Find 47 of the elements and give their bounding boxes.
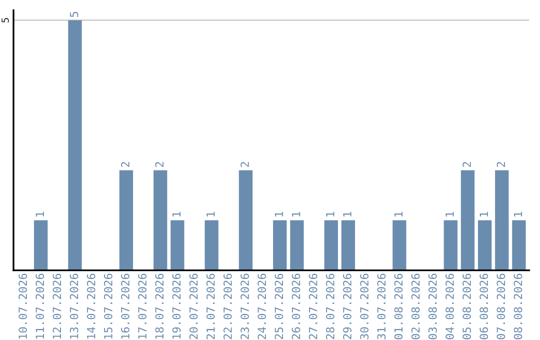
x-tick-label: 12.07.2026 xyxy=(52,274,62,339)
x-tick-label: 28.07.2026 xyxy=(326,274,334,340)
x-tick-label: 04.08.2026 xyxy=(446,274,454,340)
data-label: 1 xyxy=(172,212,181,216)
x-tick-label: 16.07.2026 xyxy=(121,274,130,339)
x-tick-label: 05.08.2026 xyxy=(462,274,471,340)
data-label: 1 xyxy=(274,212,283,216)
data-label: 1 xyxy=(292,212,300,216)
x-tick-label: 02.08.2026 xyxy=(411,274,420,340)
data-label: 1 xyxy=(36,212,44,216)
x-tick-label: 19.07.2026 xyxy=(172,274,181,339)
x-tick-label: 13.07.2026 xyxy=(70,274,78,339)
x-tick-label: 17.07.2026 xyxy=(138,274,147,339)
x-tick-label: 15.07.2026 xyxy=(104,274,112,339)
x-tick-label: 25.07.2026 xyxy=(274,274,284,340)
x-tick-label: 22.07.2026 xyxy=(224,274,232,340)
data-label: 1 xyxy=(343,212,352,216)
x-tick-label: 30.07.2026 xyxy=(360,274,369,340)
data-label: 1 xyxy=(514,212,522,216)
x-tick-label: 01.08.2026 xyxy=(394,274,403,340)
data-label: 1 xyxy=(326,212,334,216)
x-tick-label: 21.07.2026 xyxy=(206,274,215,340)
data-label: 1 xyxy=(394,212,403,216)
x-tick-label: 24.07.2026 xyxy=(258,274,266,340)
data-label: 2 xyxy=(496,162,505,167)
x-tick-label: 26.07.2026 xyxy=(292,274,300,340)
data-label: 2 xyxy=(121,162,130,167)
data-label: 2 xyxy=(240,162,249,167)
x-tick-label: 07.08.2026 xyxy=(496,274,506,340)
data-label: 1 xyxy=(446,212,454,216)
x-tick-label: 10.07.2026 xyxy=(18,274,27,339)
x-tick-label: 14.07.2026 xyxy=(86,274,96,339)
x-tick-label: 23.07.2026 xyxy=(240,274,249,340)
data-label: 5 xyxy=(70,12,78,17)
x-tick-label: 29.07.2026 xyxy=(343,274,352,340)
data-label: 1 xyxy=(480,212,488,216)
x-tick-label: 31.07.2026 xyxy=(377,274,386,340)
x-tick-label: 03.08.2026 xyxy=(428,274,437,340)
x-tick-label: 08.08.2026 xyxy=(514,274,522,340)
x-tick-label: 27.07.2026 xyxy=(308,274,318,340)
data-label: 2 xyxy=(155,162,164,167)
x-tick-label: 06.08.2026 xyxy=(480,274,488,340)
data-label: 2 xyxy=(462,162,471,167)
x-tick-label: 18.07.2026 xyxy=(155,274,164,339)
data-label: 1 xyxy=(206,212,215,216)
x-tick-label: 11.07.2026 xyxy=(36,274,44,339)
x-tick-label: 20.07.2026 xyxy=(189,274,198,340)
